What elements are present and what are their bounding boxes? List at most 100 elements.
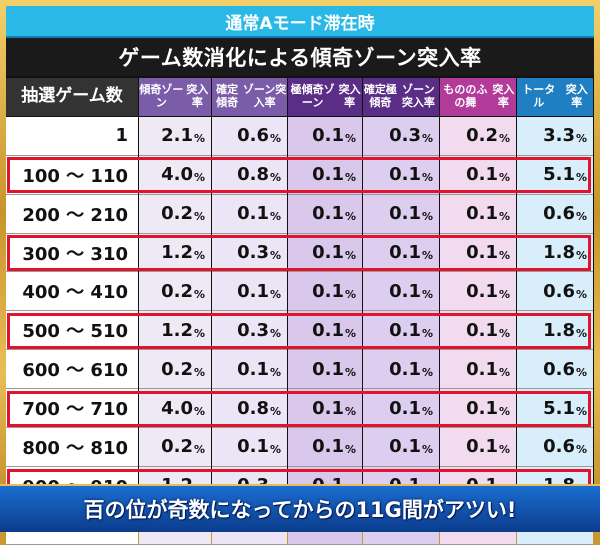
rate-value: 1.2%	[139, 233, 211, 273]
percent-unit: %	[193, 249, 205, 262]
rate-number: 1.8	[543, 319, 575, 341]
percent-unit: %	[344, 210, 356, 224]
rate-number: 0.2	[161, 436, 193, 458]
percent-unit: %	[193, 210, 205, 224]
table-panel: 通常Aモード滞在時 ゲーム数消化による傾奇ゾーン突入率 抽選ゲーム数 傾奇ゾーン…	[6, 6, 594, 545]
rate-number: 0.1	[389, 203, 421, 225]
rate-value: 0.6%	[212, 116, 287, 156]
percent-unit: %	[269, 326, 281, 340]
header-confirmed-goku-kabuki-zone: 確定極傾奇 ゾーン突入率	[363, 78, 439, 117]
percent-unit: %	[575, 365, 587, 379]
rate-value: 0.8%	[212, 155, 287, 195]
rate-value: 0.2%	[139, 272, 211, 312]
rate-number: 0.1	[466, 397, 498, 419]
rate-number: 0.1	[312, 164, 344, 186]
rate-number: 0.1	[312, 203, 344, 225]
rate-value: 0.1%	[363, 350, 439, 390]
rate-value: 0.1%	[440, 428, 516, 467]
rate-number: 0.1	[312, 397, 344, 419]
rate-value: 0.1%	[288, 350, 362, 390]
rate-value: 0.2%	[139, 194, 211, 234]
percent-unit: %	[498, 404, 510, 418]
percent-unit: %	[498, 171, 510, 185]
percent-unit: %	[421, 132, 433, 146]
rate-number: 0.3	[389, 125, 421, 147]
row-game-count: 1	[6, 116, 138, 156]
rate-value: 1.8%	[517, 311, 593, 351]
percent-unit: %	[498, 132, 510, 146]
rate-value: 0.2%	[440, 116, 516, 156]
rate-value: 0.1%	[212, 272, 287, 312]
rate-number: 0.1	[237, 203, 269, 225]
rate-value: 5.1%	[517, 389, 593, 429]
rate-value: 0.1%	[288, 116, 362, 156]
rate-number: 0.1	[389, 319, 421, 341]
rate-number: 0.1	[466, 164, 498, 186]
rate-number: 0.1	[389, 436, 421, 458]
rate-value: 0.1%	[363, 428, 439, 467]
rate-number: 2.1	[161, 125, 193, 147]
rate-number: 0.1	[237, 436, 269, 458]
rate-number: 0.6	[543, 358, 575, 380]
rate-value: 0.3%	[212, 233, 287, 273]
row-game-count: 600 ～ 610	[6, 350, 138, 390]
percent-unit: %	[344, 326, 356, 340]
rate-value: 1.2%	[139, 311, 211, 351]
rate-value: 0.1%	[288, 272, 362, 312]
percent-unit: %	[575, 287, 587, 301]
percent-unit: %	[575, 210, 587, 224]
rate-number: 0.3	[237, 242, 269, 263]
header-mononofu-no-mai: もののふの舞 突入率	[440, 78, 516, 117]
row-game-count: 300 ～ 310	[6, 233, 138, 273]
rate-value: 0.1%	[440, 311, 516, 351]
rate-number: 0.1	[312, 436, 344, 458]
percent-unit: %	[421, 287, 433, 301]
rate-value: 0.1%	[440, 194, 516, 234]
percent-unit: %	[269, 365, 281, 379]
percent-unit: %	[575, 443, 587, 457]
rate-number: 0.6	[237, 125, 269, 147]
rate-value: 0.1%	[363, 155, 439, 195]
rate-number: 0.1	[389, 397, 421, 419]
percent-unit: %	[344, 443, 356, 457]
rate-value: 0.3%	[212, 311, 287, 351]
rate-value: 0.1%	[288, 194, 362, 234]
rate-value: 0.1%	[363, 389, 439, 429]
rate-number: 3.3	[543, 125, 575, 147]
percent-unit: %	[421, 365, 433, 379]
rate-number: 0.1	[466, 358, 498, 380]
probability-table: 抽選ゲーム数 傾奇ゾーン 突入率 確定傾奇 ゾーン突入率 極傾奇ゾーン 突入率 確定極…	[6, 78, 594, 545]
rate-value: 0.1%	[363, 272, 439, 312]
rate-number: 0.1	[237, 358, 269, 380]
header-confirmed-kabuki-zone: 確定傾奇 ゾーン突入率	[212, 78, 287, 117]
header-total: トータル 突入率	[517, 78, 593, 117]
rate-value: 5.1%	[517, 155, 593, 195]
percent-unit: %	[344, 365, 356, 379]
percent-unit: %	[498, 326, 510, 340]
percent-unit: %	[193, 404, 205, 418]
rate-value: 0.6%	[517, 350, 593, 390]
header-goku-kabuki-zone: 極傾奇ゾーン 突入率	[288, 78, 362, 117]
rate-number: 0.1	[389, 280, 421, 302]
rate-number: 0.1	[466, 319, 498, 341]
rate-number: 1.2	[161, 319, 193, 341]
percent-unit: %	[575, 132, 587, 146]
rate-number: 0.2	[466, 125, 498, 147]
rate-value: 0.1%	[212, 428, 287, 467]
rate-number: 0.1	[389, 358, 421, 380]
percent-unit: %	[344, 404, 356, 418]
percent-unit: %	[193, 287, 205, 301]
rate-number: 1.2	[161, 242, 193, 263]
percent-unit: %	[193, 132, 205, 146]
rate-number: 0.1	[389, 164, 421, 186]
percent-unit: %	[421, 404, 433, 418]
rate-number: 0.8	[237, 397, 269, 419]
percent-unit: %	[575, 326, 587, 340]
rate-number: 0.1	[312, 280, 344, 302]
rate-number: 4.0	[161, 397, 193, 419]
rate-number: 5.1	[543, 164, 575, 186]
rate-value: 1.8%	[517, 233, 593, 273]
rate-value: 0.1%	[363, 311, 439, 351]
rate-number: 0.1	[466, 242, 498, 263]
percent-unit: %	[193, 171, 205, 185]
